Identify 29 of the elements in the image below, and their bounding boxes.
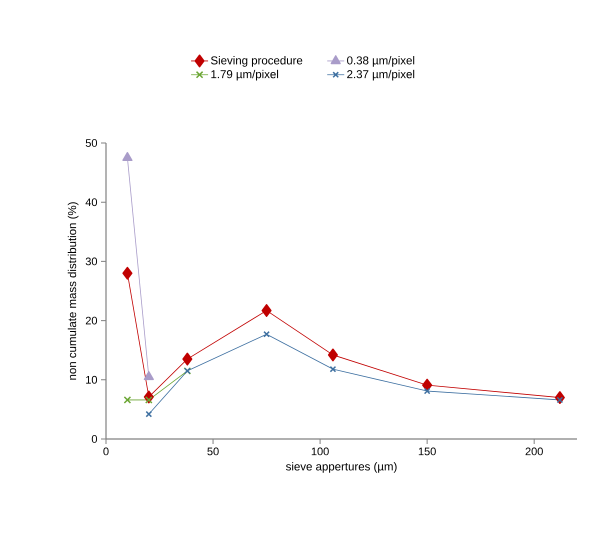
y-tick-label: 20 [86, 316, 98, 324]
y-axis-title: non cumulate mass distribution (%) [68, 202, 78, 380]
y-tick-label: 40 [86, 198, 98, 206]
x-tick-label: 200 [526, 448, 543, 456]
legend-label: 0.38 µm/pixel [347, 56, 414, 67]
x-tick-label: 150 [418, 448, 436, 456]
point [122, 266, 132, 280]
point [422, 378, 432, 392]
point [328, 348, 338, 362]
point [556, 396, 564, 404]
y-tick-label: 30 [86, 258, 98, 266]
legend-label: 2.37 µm/pixel [347, 70, 414, 80]
y-tick-label: 50 [86, 139, 98, 147]
point [124, 396, 132, 404]
y-tick-label: 10 [86, 376, 98, 384]
x-tick-label: 100 [312, 448, 329, 456]
x-tick-label: 0 [103, 448, 109, 456]
x-tick-label: 50 [207, 448, 219, 456]
point [330, 366, 336, 372]
point [146, 410, 152, 418]
point [263, 330, 270, 338]
point [182, 352, 192, 366]
y-tick-label: 0 [92, 435, 98, 443]
point [145, 396, 153, 404]
point [262, 304, 272, 317]
legend-label: 1.79 µm/pixel [211, 70, 278, 80]
x-axis-title: sieve appertures (µm) [286, 462, 397, 473]
point [424, 388, 430, 394]
legend-label: Sieving procedure [210, 56, 302, 67]
